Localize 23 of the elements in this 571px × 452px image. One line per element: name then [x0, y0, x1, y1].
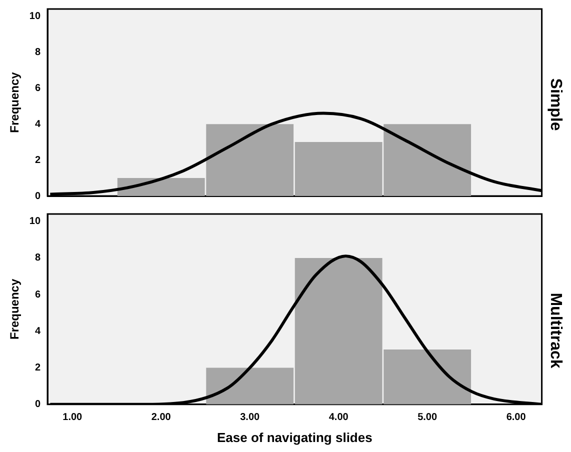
x-tick-label: 1.00	[62, 412, 83, 424]
y-tick-label: 8	[34, 46, 41, 58]
y-tick-label: 2	[34, 154, 41, 166]
x-tick-label: 2.00	[151, 412, 172, 424]
y-tick-label: 10	[29, 216, 41, 228]
y-tick-label: 6	[34, 82, 41, 94]
text: Simple	[546, 78, 564, 131]
x-tick-label: 5.00	[418, 412, 438, 424]
y-tick-label: 6	[34, 289, 41, 300]
y-tick-label: 0	[34, 190, 41, 202]
x-tick-label: 4.00	[328, 412, 349, 424]
y-tick-label: 8	[34, 252, 41, 264]
y-axis-title: Frequency	[8, 72, 22, 133]
y-axis-title: Frequency	[8, 278, 22, 340]
y-tick-label: 4	[34, 326, 41, 337]
y-tick-label: 4	[34, 118, 41, 130]
x-axis-title: Ease of navigating slides	[216, 430, 372, 445]
x-tick-label: 6.00	[506, 412, 526, 424]
y-tick-label: 10	[29, 10, 41, 22]
x-tick-label: 3.00	[240, 412, 260, 424]
y-tick-label: 0	[34, 399, 41, 410]
y-tick-label: 2	[34, 362, 41, 374]
text: Multitrack	[546, 292, 564, 368]
